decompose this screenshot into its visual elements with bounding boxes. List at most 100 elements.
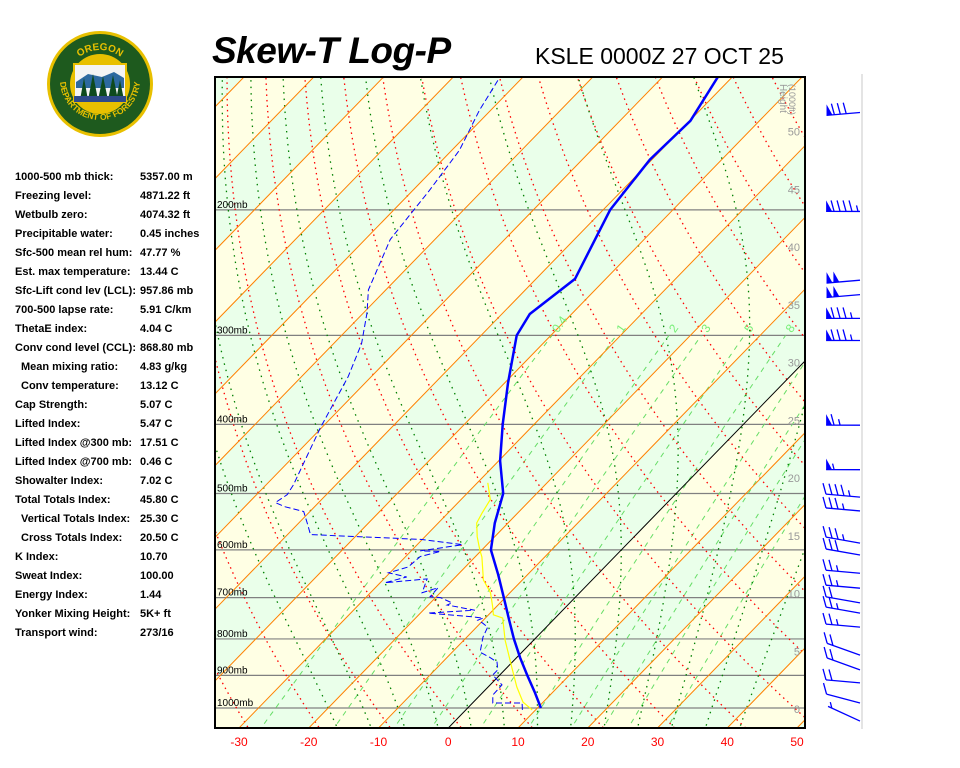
barb-staff — [826, 693, 861, 704]
barb-full — [840, 484, 845, 496]
stat-value: 7.02 C — [140, 475, 173, 487]
wind-barb — [822, 612, 861, 628]
barb-full — [828, 597, 833, 609]
barb-full — [830, 307, 835, 319]
stat-value: 17.51 C — [140, 437, 179, 449]
x-axis-ticks: -30 -20 -10 0 10 20 30 40 50 — [230, 735, 804, 749]
stat-value: 4074.32 ft — [140, 209, 191, 221]
stat-label: Cross Totals Index: — [21, 532, 123, 544]
barb-full — [823, 646, 828, 659]
barb-half — [855, 205, 859, 212]
stat-value: 13.12 C — [140, 380, 179, 392]
wind-barb — [826, 200, 861, 213]
isotherm-line — [656, 575, 805, 728]
x-tick-label: -10 — [370, 735, 388, 749]
pressure-label: 200mb — [217, 200, 248, 211]
barb-full — [828, 574, 833, 586]
barb-staff — [826, 606, 861, 614]
stat-label: K Index: — [15, 551, 59, 563]
isotherm-line — [308, 216, 805, 728]
height-tick-label: 0 — [794, 704, 800, 716]
height-tick-label: 30 — [788, 358, 800, 370]
stat-value: 5K+ ft — [140, 608, 171, 620]
dewpoint-trace — [274, 78, 523, 710]
isotherm-line — [517, 432, 805, 728]
wind-barb — [822, 559, 861, 574]
stat-label: 1000-500 mb thick: — [15, 171, 114, 183]
barb-half — [835, 603, 839, 610]
stat-label: Precipitable water: — [15, 228, 113, 240]
mixing-ratio-line — [570, 361, 805, 728]
mixing-ratio-line — [602, 403, 805, 728]
stat-value: 100.00 — [140, 570, 174, 582]
barb-half — [835, 619, 839, 626]
temperature-band — [796, 719, 805, 728]
isotherm-line — [796, 719, 805, 728]
barb-full — [842, 200, 847, 212]
barb-full — [822, 682, 828, 695]
barb-half — [847, 490, 851, 497]
barb-full — [822, 525, 827, 538]
barb-full — [822, 537, 827, 550]
barb-half — [841, 503, 845, 510]
moist-adiabat-line — [250, 77, 439, 728]
x-tick-label: 40 — [721, 735, 735, 749]
barb-full — [822, 574, 827, 586]
barb-full — [834, 528, 839, 540]
barb-full — [830, 413, 835, 426]
moist-adiabat-line — [419, 77, 576, 728]
stat-label: Vertical Totals Index: — [21, 513, 131, 525]
barb-pennant — [833, 285, 840, 297]
barb-pennant — [826, 286, 833, 298]
chart-reference-lines — [0, 52, 960, 732]
stat-value: 10.70 — [140, 551, 168, 563]
stat-value: 13.44 C — [140, 266, 179, 278]
wind-column-divider — [861, 74, 863, 729]
chart-traces — [274, 77, 720, 711]
barb-half — [849, 334, 853, 341]
dry-adiabat-line — [798, 52, 960, 732]
wind-barb — [827, 701, 861, 722]
temperature-band — [0, 52, 199, 732]
barb-pennant — [826, 200, 833, 212]
mixing-ratio-line — [260, 335, 553, 728]
stat-label: Energy Index: — [15, 589, 88, 601]
barb-pennant — [826, 272, 833, 284]
barb-full — [848, 200, 853, 212]
stat-value: 47.77 % — [140, 247, 181, 259]
wind-barb — [826, 413, 861, 426]
mixing-ratio-line — [333, 335, 617, 728]
dry-adiabat-line — [421, 77, 805, 719]
barb-half — [841, 534, 845, 541]
barb-staff — [825, 507, 861, 512]
height-tick-label: 15 — [788, 531, 800, 543]
stat-value: 5357.00 m — [140, 171, 193, 183]
stat-label: Est. max temperature: — [15, 266, 131, 278]
moist-adiabat-line — [577, 77, 679, 728]
isotherm-line — [0, 52, 199, 732]
height-tick-label: 25 — [788, 415, 800, 427]
barb-full — [836, 329, 841, 341]
mixing-ratio-line — [627, 438, 805, 728]
oregon-department-of-forestry-logo: OREGON DEPARTMENT OF FORESTRY — [47, 31, 153, 137]
barb-full — [828, 613, 833, 625]
barb-pennant — [826, 307, 833, 319]
barb-staff — [825, 569, 861, 574]
wind-barb — [823, 632, 861, 656]
barb-full — [828, 669, 833, 681]
wind-barb — [822, 585, 861, 604]
stat-value: 25.30 C — [140, 513, 179, 525]
dry-adiabat-line — [912, 52, 960, 732]
stat-label: Lifted Index: — [15, 418, 81, 430]
x-tick-label: 10 — [511, 735, 525, 749]
barb-full — [828, 527, 833, 539]
barb-full — [834, 484, 839, 496]
stat-label: Total Totals Index: — [15, 494, 111, 506]
moist-adiabat-line — [738, 546, 805, 728]
wind-barb — [826, 285, 861, 299]
dry-adiabat-line — [836, 52, 960, 732]
barb-full — [834, 497, 839, 510]
barb-pennant — [826, 458, 833, 470]
barb-staff — [825, 623, 861, 628]
